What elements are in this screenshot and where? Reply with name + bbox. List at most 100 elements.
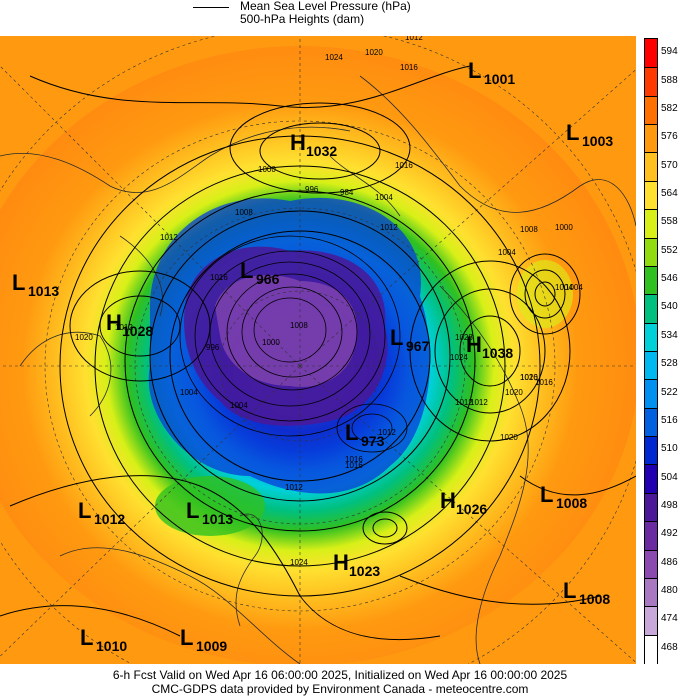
high-pressure-marker: H 1038 xyxy=(466,332,513,361)
pressure-system-value: 1023 xyxy=(349,563,380,579)
colorbar-segment xyxy=(645,294,657,325)
graticule xyxy=(0,36,636,664)
isobar-value-label: 1020 xyxy=(505,388,523,397)
low-pressure-marker: L 1012 xyxy=(78,498,125,527)
isobar-value-label: 1012 xyxy=(455,398,473,407)
isobar-value-label: 1012 xyxy=(470,398,488,407)
vortex-core xyxy=(215,274,358,387)
colorbar-segment xyxy=(645,237,657,268)
low-pressure-marker: L 973 xyxy=(345,420,385,449)
colorbar-label: 522 xyxy=(661,386,678,398)
pressure-system-value: 1012 xyxy=(94,511,125,527)
colorbar-segment xyxy=(645,436,657,467)
isobar-value-label: 1024 xyxy=(290,558,308,567)
isobar-value-label: 1016 xyxy=(535,378,553,387)
pressure-system-letter: L xyxy=(566,120,579,145)
isobar-value-label: 1008 xyxy=(290,321,308,330)
colorbar-segment xyxy=(645,95,657,126)
colorbar-segment xyxy=(645,464,657,495)
coastlines xyxy=(0,75,636,664)
pressure-system-value: 1032 xyxy=(306,143,337,159)
colorbar-segment xyxy=(645,351,657,381)
low-pressure-marker: L 1001 xyxy=(468,58,515,87)
colorbar-label: 480 xyxy=(661,585,678,597)
low-pressure-marker: L 1008 xyxy=(563,578,610,607)
colorbar-segment xyxy=(645,549,657,580)
colorbar-segment xyxy=(645,152,657,183)
isobar-value-label: 1000 xyxy=(262,338,280,347)
pressure-system-letter: L xyxy=(540,482,553,507)
colorbar-label: 486 xyxy=(661,556,678,568)
pressure-system-value: 1008 xyxy=(556,495,587,511)
pressure-system-letter: L xyxy=(78,498,91,523)
isobar-value-label: 1012 xyxy=(405,36,423,42)
isobar-value-label: 1008 xyxy=(520,225,538,234)
low-pressure-marker: L 1010 xyxy=(80,625,127,654)
pressure-system-value: 967 xyxy=(406,338,430,354)
colorbar-label: 540 xyxy=(661,301,678,313)
isobar-value-label: 1004 xyxy=(180,388,198,397)
pressure-system-value: 1013 xyxy=(28,283,59,299)
colorbar-label: 504 xyxy=(661,471,678,483)
green-patch xyxy=(155,476,265,536)
colorbar-label: 582 xyxy=(661,102,678,114)
low-pressure-marker: L 1013 xyxy=(12,270,59,299)
isobar-value-label: 1000 xyxy=(258,165,276,174)
isobar-value-label: 1004 xyxy=(565,283,583,292)
isobar-value-label: 1016 xyxy=(400,63,418,72)
isobar-value-label: 1016 xyxy=(395,161,413,170)
colorbar-label: 528 xyxy=(661,358,678,370)
heights-legend-label: 500-hPa Heights (dam) xyxy=(240,12,365,26)
low-pressure-marker: L 1008 xyxy=(540,482,587,511)
footer-valid-time: 6-h Fcst Valid on Wed Apr 16 06:00:00 20… xyxy=(112,668,568,682)
vortex-contours xyxy=(179,235,408,453)
colorbar-label: 588 xyxy=(661,74,678,86)
colorbar-label: 564 xyxy=(661,188,678,199)
colorbar-label: 558 xyxy=(661,216,678,228)
isobar-value-label: 1020 xyxy=(500,433,518,442)
low-pressure-marker: L 967 xyxy=(390,325,430,354)
isobar-value-label: 1024 xyxy=(450,353,468,362)
isobar-value-label: 1016 xyxy=(520,373,538,382)
legend-header: Mean Sea Level Pressure (hPa) 500-hPa He… xyxy=(0,0,680,36)
pressure-system-value: 1009 xyxy=(196,638,227,654)
low-pressure-marker: L 966 xyxy=(240,258,280,287)
isobar-value-label: 1000 xyxy=(555,223,573,232)
pressure-system-letter: L xyxy=(240,258,253,283)
high-pressure-marker: H 1028 xyxy=(106,310,153,339)
high-pressure-marker: H 1023 xyxy=(333,550,380,579)
colorbar-label: 510 xyxy=(661,443,678,455)
isobar-value-label: 1012 xyxy=(115,323,133,332)
pressure-system-value: 1026 xyxy=(456,501,487,517)
isobar-value-label: 1008 xyxy=(235,208,253,217)
colorbar-segment xyxy=(645,492,657,523)
low-pressure-marker: L 1003 xyxy=(566,120,613,149)
colorbar-label: 534 xyxy=(661,329,678,341)
isobar-value-label: 1004 xyxy=(498,248,516,257)
low-pressure-marker: L 1013 xyxy=(186,498,233,527)
isobar-value-label: 996 xyxy=(305,185,319,194)
isobar-value-label: 1020 xyxy=(520,373,538,382)
colorbar-label: 576 xyxy=(661,131,678,143)
isobar-value-label: 1004 xyxy=(230,401,248,410)
pressure-system-value: 1013 xyxy=(202,511,233,527)
colorbar-segment xyxy=(645,577,657,608)
pressure-system-value: 1028 xyxy=(122,323,153,339)
colorbar-segment xyxy=(645,180,657,211)
mslp-legend-label: Mean Sea Level Pressure (hPa) xyxy=(240,0,411,13)
isobar-value-label: 996 xyxy=(206,343,220,352)
colorbar-segment xyxy=(645,606,657,637)
isobar-value-label: 1016 xyxy=(210,273,228,282)
pressure-system-value: 973 xyxy=(361,433,385,449)
isobars xyxy=(0,65,636,641)
pressure-system-letter: L xyxy=(468,58,481,83)
colorbar-label: 516 xyxy=(661,414,678,426)
weather-map: 1012 1024 1020 1016 1000 996 984 1004 1016 1012 10… xyxy=(0,36,636,664)
isobar-value-label: 984 xyxy=(340,188,354,197)
pressure-system-letter: L xyxy=(80,625,93,650)
height-colorbar xyxy=(644,38,658,665)
colorbar-label: 546 xyxy=(661,273,678,285)
pressure-system-letter: L xyxy=(12,270,25,295)
